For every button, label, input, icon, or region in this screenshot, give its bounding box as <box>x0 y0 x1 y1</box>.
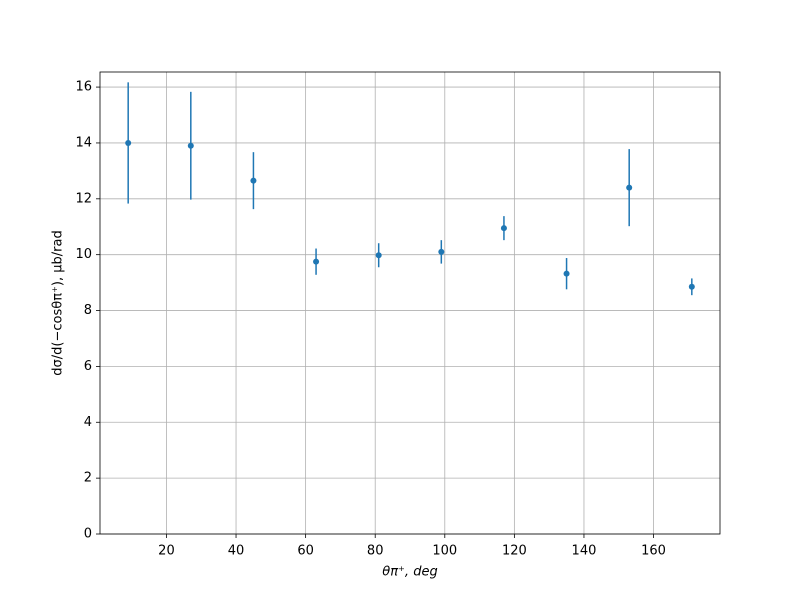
data-point <box>500 225 507 232</box>
x-tick-label: 120 <box>502 544 527 559</box>
y-tick-label: 2 <box>84 471 92 486</box>
y-tick-label: 0 <box>84 527 92 542</box>
data-point <box>438 248 445 255</box>
data-point <box>125 139 132 146</box>
y-tick-label: 10 <box>75 247 92 262</box>
y-axis-label: dσ/d(−cosθπ⁺), μb/rad <box>51 230 66 375</box>
data-point <box>250 177 257 184</box>
x-tick-label: 40 <box>228 544 245 559</box>
y-tick-label: 14 <box>75 135 92 150</box>
x-tick-label: 100 <box>432 544 457 559</box>
data-point <box>688 283 695 290</box>
data-point <box>313 258 320 265</box>
data-point <box>375 252 382 259</box>
y-tick-label: 8 <box>84 303 92 318</box>
y-tick-label: 6 <box>84 359 92 374</box>
data-point <box>563 270 570 277</box>
x-axis-label: θπ⁺, deg <box>382 565 437 580</box>
plot-frame <box>99 71 721 535</box>
x-tick-label: 160 <box>641 544 666 559</box>
x-tick-label: 20 <box>158 544 175 559</box>
x-tick-label: 60 <box>297 544 314 559</box>
data-point <box>187 142 194 149</box>
x-tick-label: 140 <box>572 544 597 559</box>
y-tick-label: 16 <box>75 80 92 95</box>
data-point <box>626 184 633 191</box>
x-tick-label: 80 <box>367 544 384 559</box>
y-tick-label: 12 <box>75 191 92 206</box>
y-tick-label: 4 <box>84 415 92 430</box>
